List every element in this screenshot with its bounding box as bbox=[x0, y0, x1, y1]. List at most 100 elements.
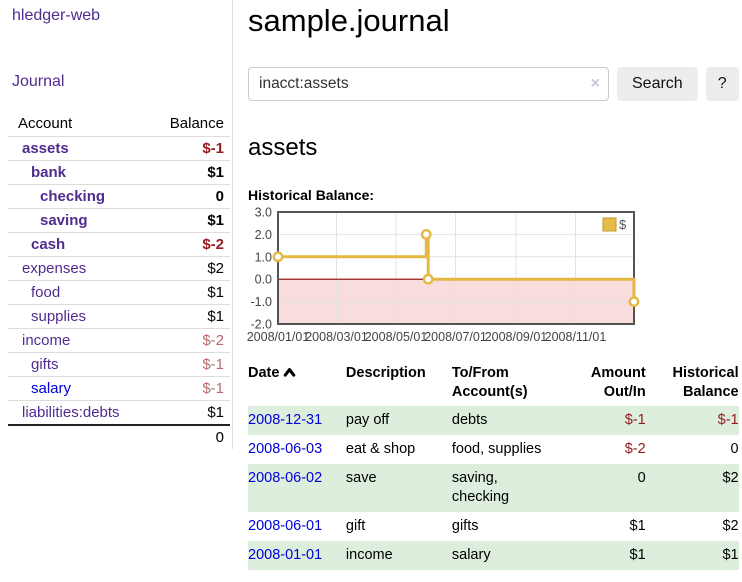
y-tick-label: -2.0 bbox=[250, 318, 272, 332]
account-balance: $1 bbox=[144, 160, 230, 185]
chart-title: Historical Balance: bbox=[248, 187, 375, 203]
account-balance: 0 bbox=[144, 184, 230, 209]
y-tick-label: 2.0 bbox=[255, 228, 272, 242]
legend-swatch bbox=[602, 217, 617, 232]
account-link-bank[interactable]: bank bbox=[31, 164, 67, 181]
sort-asc-icon bbox=[283, 365, 296, 384]
transaction-accounts: debts bbox=[451, 412, 488, 428]
account-balance: $-1 bbox=[144, 352, 230, 377]
account-row: checking 0 bbox=[8, 184, 230, 209]
account-balance: $-2 bbox=[144, 328, 230, 353]
account-balance: $1 bbox=[144, 208, 230, 233]
transaction-amount: $-1 bbox=[624, 412, 646, 428]
transaction-amount: 0 bbox=[637, 470, 646, 486]
y-tick-label: 0.0 bbox=[255, 273, 272, 287]
clear-search-icon[interactable]: × bbox=[590, 75, 600, 92]
account-balance: $2 bbox=[144, 256, 230, 281]
data-point-marker bbox=[420, 229, 432, 240]
transaction-amount: $-2 bbox=[624, 441, 646, 457]
transaction-date-link[interactable]: 2008-06-03 bbox=[248, 441, 323, 457]
transaction-balance: $2 bbox=[722, 470, 739, 486]
account-balance: $-2 bbox=[144, 232, 230, 257]
help-button[interactable]: ? bbox=[705, 67, 739, 101]
transaction-date-link[interactable]: 2008-12-31 bbox=[248, 412, 323, 428]
register-row: 2008-12-31 pay off debts $-1 $-1 bbox=[248, 406, 739, 435]
sidebar-item-journal[interactable]: Journal bbox=[12, 73, 65, 90]
transaction-description: income bbox=[345, 547, 393, 563]
account-balance: $-1 bbox=[144, 136, 230, 161]
transaction-description: gift bbox=[345, 518, 366, 534]
account-row: assets $-1 bbox=[8, 136, 230, 161]
transaction-date-link[interactable]: 2008-06-01 bbox=[248, 518, 323, 534]
register-header-amount: Amount Out/In bbox=[590, 365, 646, 400]
register-table: Date Description To/From Account(s) Amou… bbox=[248, 360, 739, 570]
page-title: sample.journal bbox=[248, 3, 450, 38]
main-content: sample.journal × Search ? assets Histori… bbox=[233, 0, 742, 582]
register-header-description: Description bbox=[345, 365, 426, 381]
transaction-date-link[interactable]: 2008-01-01 bbox=[248, 547, 323, 563]
account-row: cash $-2 bbox=[8, 232, 230, 257]
transaction-description: pay off bbox=[345, 412, 390, 428]
accounts-header-balance: Balance bbox=[169, 115, 224, 132]
transaction-description: save bbox=[345, 470, 377, 486]
account-link-liabilities-debts[interactable]: liabilities:debts bbox=[22, 404, 120, 421]
account-balance: $1 bbox=[144, 304, 230, 329]
account-link-saving[interactable]: saving bbox=[40, 212, 88, 229]
account-link-food[interactable]: food bbox=[31, 284, 61, 301]
account-link-supplies[interactable]: supplies bbox=[31, 308, 87, 325]
account-link-assets[interactable]: assets bbox=[22, 140, 69, 157]
accounts-total-row: 0 bbox=[8, 424, 230, 449]
register-row: 2008-01-01 income salary $1 $1 bbox=[248, 541, 739, 570]
transaction-amount: $1 bbox=[629, 547, 646, 563]
accounts-table: Account Balance assets $-1 bank $1 checkin… bbox=[8, 112, 230, 449]
sidebar: hledger-web Journal Account Balance asse… bbox=[0, 0, 233, 449]
account-link-cash[interactable]: cash bbox=[31, 236, 66, 253]
transaction-date-link[interactable]: 2008-06-02 bbox=[248, 470, 323, 486]
transaction-accounts: food, supplies bbox=[451, 441, 542, 457]
data-point-marker bbox=[272, 251, 284, 263]
account-row: food $1 bbox=[8, 280, 230, 305]
account-row: supplies $1 bbox=[8, 304, 230, 329]
transaction-description: eat & shop bbox=[345, 441, 416, 457]
account-page-title: assets bbox=[248, 134, 318, 161]
x-tick-label: 2008/01/01 bbox=[247, 330, 310, 344]
x-tick-label: 2008/03/01 bbox=[305, 330, 368, 344]
x-tick-label: 2008/07/01 bbox=[424, 330, 487, 344]
register-header-balance: Historical Balance bbox=[672, 365, 739, 400]
register-header-accounts: To/From Account(s) bbox=[451, 365, 528, 400]
account-link-expenses[interactable]: expenses bbox=[22, 260, 87, 277]
account-link-income[interactable]: income bbox=[22, 332, 71, 349]
account-link-salary[interactable]: salary bbox=[31, 380, 72, 397]
account-balance: $1 bbox=[144, 400, 230, 425]
transaction-balance: 0 bbox=[730, 441, 739, 457]
search-button[interactable]: Search bbox=[617, 67, 698, 101]
account-balance: $1 bbox=[144, 280, 230, 305]
register-header-date[interactable]: Date bbox=[248, 360, 346, 406]
register-row: 2008-06-03 eat & shop food, supplies $-2… bbox=[248, 435, 739, 464]
account-link-gifts[interactable]: gifts bbox=[31, 356, 59, 373]
transaction-accounts: gifts bbox=[451, 518, 479, 534]
historical-balance-chart: $3.0 2.0 1.0 0.0 -1.0 -2.02008/01/012008/03/0… bbox=[247, 206, 640, 344]
transaction-amount: $1 bbox=[629, 518, 646, 534]
x-tick-label: 2008/09/01 bbox=[485, 330, 548, 344]
y-tick-label: -1.0 bbox=[250, 295, 272, 309]
account-row: liabilities:debts $1 bbox=[8, 400, 230, 425]
account-balance: $-1 bbox=[144, 376, 230, 401]
register-row: 2008-06-02 save saving, checking 0 $2 bbox=[248, 464, 739, 512]
register-row: 2008-06-01 gift gifts $1 $2 bbox=[248, 512, 739, 541]
transaction-balance: $2 bbox=[722, 518, 739, 534]
account-row: gifts $-1 bbox=[8, 352, 230, 377]
account-row: salary $-1 bbox=[8, 376, 230, 401]
data-point-marker bbox=[628, 296, 640, 308]
account-link-checking[interactable]: checking bbox=[40, 188, 106, 205]
app-brand-link[interactable]: hledger-web bbox=[12, 7, 101, 24]
accounts-total-balance: 0 bbox=[144, 424, 230, 449]
x-tick-label: 2008/11/01 bbox=[545, 330, 607, 344]
account-row: bank $1 bbox=[8, 160, 230, 185]
data-point-marker bbox=[422, 273, 434, 285]
account-row: saving $1 bbox=[8, 208, 230, 233]
search-input[interactable] bbox=[248, 67, 609, 101]
x-tick-label: 2008/05/01 bbox=[365, 330, 428, 344]
account-row: expenses $2 bbox=[8, 256, 230, 281]
transaction-accounts: salary bbox=[451, 547, 491, 563]
